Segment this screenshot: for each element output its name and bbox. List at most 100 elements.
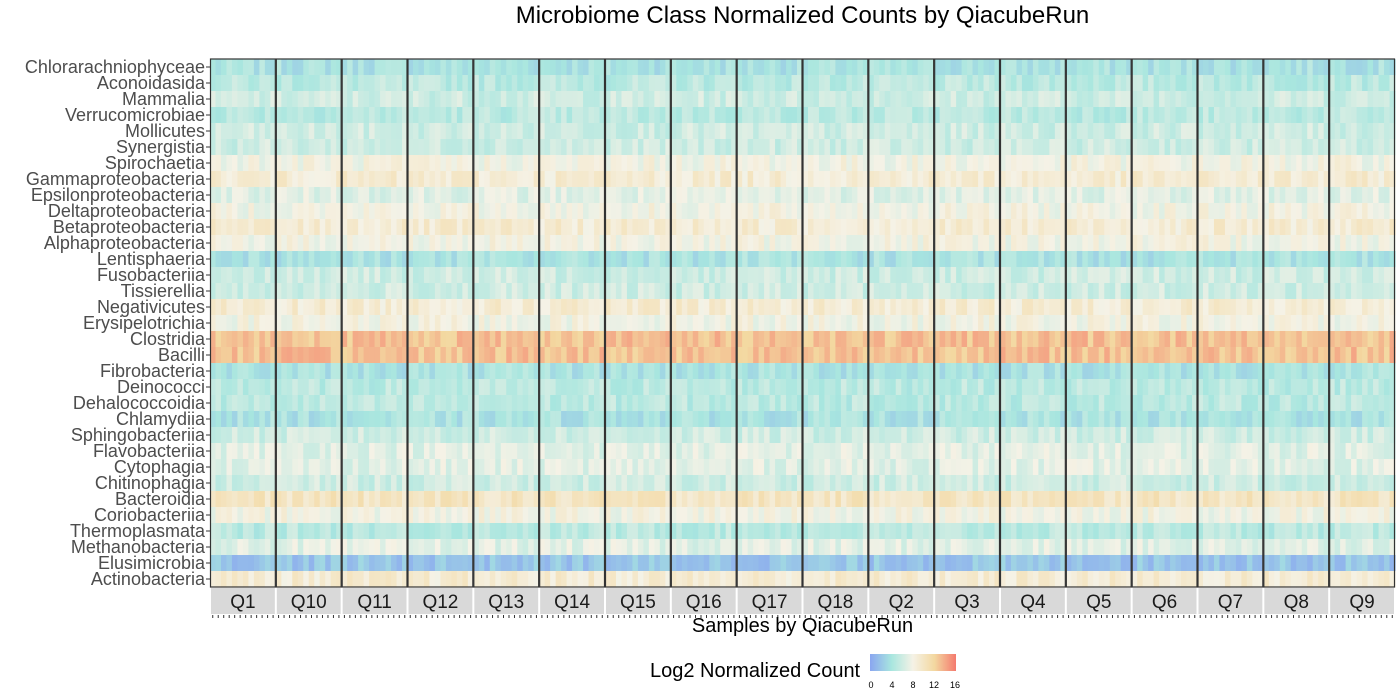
heatmap-cell [1252, 267, 1259, 284]
heatmap-cell [1268, 203, 1275, 220]
heatmap-cell [840, 283, 847, 300]
heatmap-cell [522, 315, 529, 332]
heatmap-cell [588, 411, 595, 428]
heatmap-cell [467, 203, 474, 220]
heatmap-cell [725, 203, 732, 220]
heatmap-cell [522, 283, 529, 300]
heatmap-cell [275, 123, 282, 140]
heatmap-cell [720, 107, 727, 124]
heatmap-cell [1175, 347, 1182, 364]
heatmap-cell [692, 267, 699, 284]
heatmap-cell [1098, 203, 1105, 220]
heatmap-cell [1340, 315, 1347, 332]
heatmap-cell [1307, 347, 1314, 364]
heatmap-cell [402, 283, 409, 300]
heatmap-cell [308, 187, 315, 204]
heatmap-cell [396, 59, 403, 76]
heatmap-cell [1351, 203, 1358, 220]
heatmap-cell [1301, 395, 1308, 412]
heatmap-cell [308, 395, 315, 412]
heatmap-cell [983, 379, 990, 396]
heatmap-cell [709, 395, 716, 412]
heatmap-cell [764, 363, 771, 380]
heatmap-cell [851, 299, 858, 316]
heatmap-cell [775, 283, 782, 300]
heatmap-cell [725, 251, 732, 268]
heatmap-cell [786, 155, 793, 172]
heatmap-cell [1159, 235, 1166, 252]
heatmap-cell [1021, 267, 1029, 284]
heatmap-cell [1389, 235, 1396, 252]
heatmap-cell [1043, 379, 1050, 396]
heatmap-cell [336, 59, 343, 76]
heatmap-cell [1098, 379, 1105, 396]
heatmap-cell [511, 59, 518, 76]
heatmap-cell [281, 427, 288, 444]
heatmap-cell [605, 315, 612, 332]
heatmap-cell [1005, 155, 1012, 172]
heatmap-cell [687, 123, 694, 140]
heatmap-cell [994, 235, 1001, 252]
heatmap-cell [583, 363, 590, 380]
heatmap-cell [511, 235, 518, 252]
heatmap-cell [539, 251, 546, 268]
heatmap-cell [901, 251, 908, 268]
heatmap-cell [703, 411, 710, 428]
heatmap-cell [330, 299, 337, 316]
heatmap-cell [676, 363, 683, 380]
heatmap-cell [347, 411, 354, 428]
heatmap-cell [391, 107, 398, 124]
heatmap-cell [1186, 363, 1193, 380]
heatmap-cell [879, 75, 886, 92]
heatmap-cell [1378, 379, 1385, 396]
heatmap-cell [818, 203, 826, 220]
heatmap-cell [1131, 379, 1138, 396]
heatmap-cell [1274, 107, 1281, 124]
heatmap-cell [742, 171, 749, 188]
heatmap-cell [303, 59, 310, 76]
heatmap-cell [626, 59, 634, 76]
heatmap-cell [670, 299, 677, 316]
heatmap-cell [1192, 411, 1199, 428]
heatmap-cell [626, 219, 634, 236]
heatmap-cell [1131, 187, 1138, 204]
heatmap-cell [594, 283, 601, 300]
heatmap-cell [917, 267, 924, 284]
heatmap-cell [764, 283, 771, 300]
heatmap-cell [917, 283, 924, 300]
heatmap-cell [610, 187, 617, 204]
heatmap-cell [1296, 123, 1303, 140]
heatmap-cell [369, 395, 376, 412]
heatmap-cell [264, 203, 271, 220]
heatmap-cell [923, 235, 930, 252]
heatmap-cell [1142, 123, 1149, 140]
heatmap-cell [775, 235, 782, 252]
heatmap-cell [758, 235, 765, 252]
heatmap-cell [967, 395, 974, 412]
heatmap-cell [895, 123, 902, 140]
heatmap-cell [857, 75, 864, 92]
heatmap-cell [1131, 155, 1138, 172]
heatmap-cell [939, 331, 946, 348]
heatmap-cell [758, 411, 765, 428]
heatmap-cell [462, 299, 469, 316]
heatmap-cell [1126, 267, 1133, 284]
heatmap-cell [352, 235, 359, 252]
heatmap-cell [637, 219, 645, 236]
heatmap-cell [572, 331, 579, 348]
heatmap-cell [840, 187, 847, 204]
heatmap-cell [1153, 123, 1160, 140]
heatmap-cell [1032, 91, 1040, 108]
heatmap-cell [1016, 171, 1023, 188]
heatmap-cell [610, 203, 617, 220]
heatmap-cell [1181, 267, 1188, 284]
heatmap-cell [1356, 251, 1363, 268]
heatmap-cell [292, 59, 299, 76]
heatmap-cell [632, 123, 639, 140]
heatmap-cell [522, 123, 529, 140]
heatmap-cell [440, 379, 447, 396]
heatmap-cell [1093, 379, 1100, 396]
heatmap-cell [396, 283, 403, 300]
heatmap-cell [1021, 331, 1029, 348]
heatmap-cell [550, 363, 557, 380]
